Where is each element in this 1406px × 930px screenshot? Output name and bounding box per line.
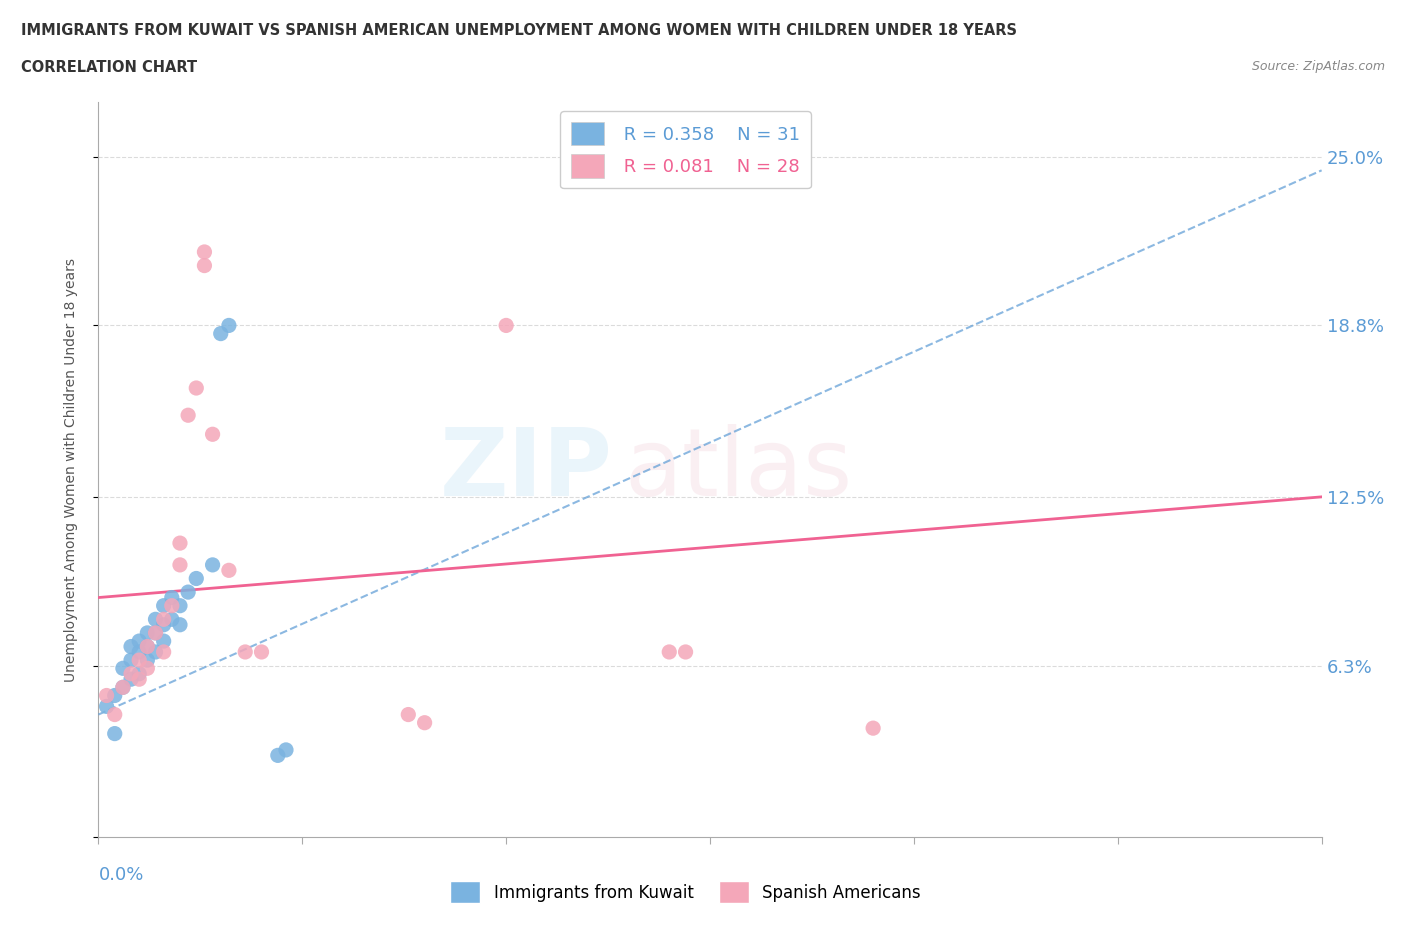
Point bbox=[169, 557, 191, 572]
Point bbox=[128, 666, 150, 681]
Point bbox=[160, 598, 183, 613]
Point bbox=[152, 633, 174, 648]
Point bbox=[152, 618, 174, 632]
Point bbox=[96, 699, 118, 714]
Legend: Immigrants from Kuwait, Spanish Americans: Immigrants from Kuwait, Spanish American… bbox=[444, 875, 928, 910]
Point bbox=[152, 644, 174, 659]
Point bbox=[169, 536, 191, 551]
Point bbox=[136, 661, 159, 676]
Text: 0.0%: 0.0% bbox=[98, 867, 143, 884]
Text: CORRELATION CHART: CORRELATION CHART bbox=[21, 60, 197, 75]
Point bbox=[145, 626, 167, 641]
Point bbox=[250, 644, 273, 659]
Point bbox=[274, 742, 297, 757]
Point bbox=[120, 666, 142, 681]
Point bbox=[169, 618, 191, 632]
Point bbox=[160, 612, 183, 627]
Point bbox=[675, 644, 697, 659]
Point bbox=[862, 721, 884, 736]
Point bbox=[218, 318, 240, 333]
Point bbox=[177, 585, 200, 600]
Point bbox=[104, 688, 127, 703]
Point bbox=[169, 598, 191, 613]
Point bbox=[413, 715, 436, 730]
Point bbox=[209, 326, 232, 341]
Point bbox=[145, 626, 167, 641]
Point bbox=[201, 557, 224, 572]
Point bbox=[396, 707, 419, 722]
Point bbox=[111, 661, 134, 676]
Point bbox=[136, 626, 159, 641]
Point bbox=[267, 748, 290, 763]
Point bbox=[145, 612, 167, 627]
Point bbox=[152, 612, 174, 627]
Point bbox=[186, 571, 208, 586]
Point bbox=[136, 639, 159, 654]
Point bbox=[658, 644, 681, 659]
Point bbox=[128, 653, 150, 668]
Point bbox=[152, 598, 174, 613]
Text: ZIP: ZIP bbox=[439, 424, 612, 515]
Point bbox=[111, 680, 134, 695]
Y-axis label: Unemployment Among Women with Children Under 18 years: Unemployment Among Women with Children U… bbox=[63, 258, 77, 682]
Text: IMMIGRANTS FROM KUWAIT VS SPANISH AMERICAN UNEMPLOYMENT AMONG WOMEN WITH CHILDRE: IMMIGRANTS FROM KUWAIT VS SPANISH AMERIC… bbox=[21, 23, 1017, 38]
Point bbox=[104, 707, 127, 722]
Point bbox=[218, 563, 240, 578]
Point bbox=[160, 591, 183, 605]
Point bbox=[128, 644, 150, 659]
Point bbox=[136, 639, 159, 654]
Point bbox=[96, 688, 118, 703]
Text: atlas: atlas bbox=[624, 424, 852, 515]
Point bbox=[120, 653, 142, 668]
Point bbox=[233, 644, 256, 659]
Point bbox=[186, 380, 208, 395]
Point bbox=[193, 245, 215, 259]
Point bbox=[128, 671, 150, 686]
Point bbox=[177, 407, 200, 422]
Point bbox=[104, 726, 127, 741]
Point bbox=[201, 427, 224, 442]
Point bbox=[193, 259, 215, 273]
Point bbox=[120, 671, 142, 686]
Text: Source: ZipAtlas.com: Source: ZipAtlas.com bbox=[1251, 60, 1385, 73]
Point bbox=[136, 653, 159, 668]
Point bbox=[111, 680, 134, 695]
Point bbox=[495, 318, 517, 333]
Point bbox=[128, 633, 150, 648]
Point bbox=[145, 644, 167, 659]
Point bbox=[120, 639, 142, 654]
